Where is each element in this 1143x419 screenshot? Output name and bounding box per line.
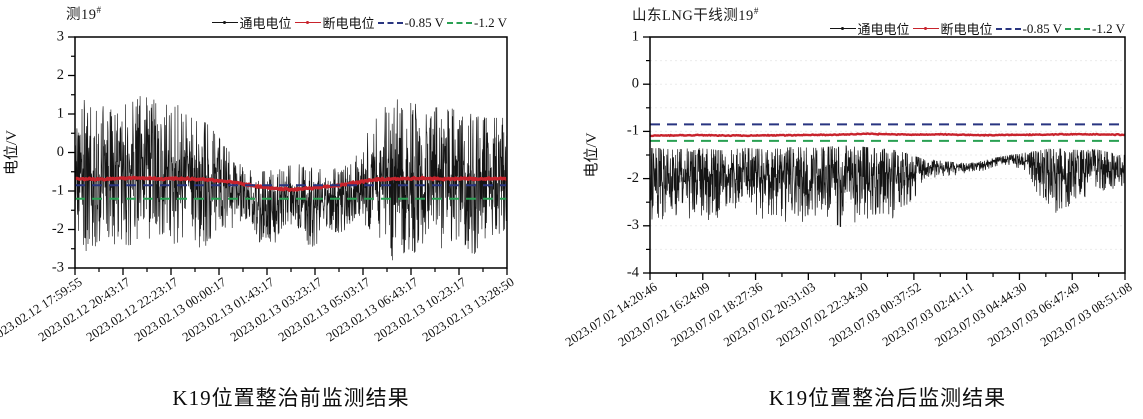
x-tick-label: 2023.07.03 00:37:52 bbox=[827, 280, 924, 350]
y-axis: 1 0 -1 -2 -3 -4 bbox=[627, 28, 650, 280]
plot-frame bbox=[649, 36, 1126, 274]
y-tick-label: 0 bbox=[632, 76, 639, 92]
chart-title-text: 山东LNG干线测19 bbox=[632, 8, 754, 24]
y-tick-label: 1 bbox=[632, 28, 639, 44]
line-dot-swatch-icon bbox=[211, 20, 238, 24]
dashed-line-swatch-icon bbox=[995, 27, 1021, 30]
x-tick-label: 2023.07.03 02:41:11 bbox=[880, 280, 976, 349]
y-tick-label: -1 bbox=[627, 123, 639, 139]
dashed-line-swatch-icon bbox=[1065, 27, 1091, 30]
legend-item-on-potential: 通电电位 bbox=[211, 13, 292, 32]
chart-panel-after: 山东LNG干线测19# 通电电位 断电电位 -0.85 V -1.2 V 1 0 -… bbox=[563, 0, 1143, 419]
chart-title-after: 山东LNG干线测19# bbox=[632, 4, 759, 25]
x-tick-label: 2023.07.02 20:31:03 bbox=[721, 280, 818, 350]
line-dot-swatch-icon bbox=[294, 20, 321, 24]
x-tick-label: 2023.02.13 05:03:17 bbox=[276, 274, 373, 344]
x-tick-label: 2023.02.12 22:23:17 bbox=[84, 274, 181, 344]
y-tick-label: -2 bbox=[627, 170, 639, 186]
chart-title-superscript: # bbox=[753, 6, 759, 17]
x-tick-label: 2023.07.02 18:27:36 bbox=[668, 279, 765, 349]
legend-item-off-potential: 断电电位 bbox=[294, 13, 375, 32]
line-dot-swatch-icon bbox=[912, 26, 939, 30]
x-tick-label: 2023.02.13 06:43:17 bbox=[324, 274, 421, 344]
chart-title-superscript: # bbox=[96, 5, 102, 16]
x-tick-label: 2023.07.02 22:34:30 bbox=[774, 280, 871, 350]
x-tick-label: 2023.02.13 00:00:17 bbox=[132, 274, 229, 344]
chart-caption-before: K19位置整治前监测结果 bbox=[172, 386, 410, 410]
y-tick-label: -3 bbox=[52, 259, 64, 275]
plot-frame bbox=[74, 36, 508, 269]
legend-label: -1.2 V bbox=[474, 14, 507, 30]
y-tick-label: -2 bbox=[52, 221, 64, 237]
x-tick-label: 2023.07.02 16:24:09 bbox=[616, 280, 713, 350]
y-tick-label: -3 bbox=[627, 217, 639, 233]
y-tick-label: 1 bbox=[57, 105, 64, 121]
x-tick-label: 2023.02.13 03:23:17 bbox=[228, 274, 325, 344]
legend-item-ref-085: -0.85 V bbox=[995, 20, 1063, 37]
y-tick-label: 3 bbox=[57, 28, 64, 44]
x-tick-label: 2023.02.12 17:59:55 bbox=[0, 275, 85, 345]
gridlines bbox=[650, 60, 1125, 250]
x-tick-label: 2023.07.02 14:20:46 bbox=[563, 279, 660, 349]
legend-after: 通电电位 断电电位 -0.85 V -1.2 V bbox=[829, 19, 1125, 38]
legend-label: -0.85 V bbox=[404, 14, 445, 30]
x-tick-label: 2023.02.13 13:28:50 bbox=[420, 275, 517, 345]
x-tick-label: 2023.02.13 10:23:17 bbox=[372, 274, 469, 344]
y-axis-title: 电位/V bbox=[3, 130, 20, 175]
y-axis-title: 电位/V bbox=[583, 132, 600, 177]
series-off-potential bbox=[74, 175, 508, 192]
chart-title-text: 测19 bbox=[66, 7, 97, 23]
legend-label: -1.2 V bbox=[1092, 20, 1125, 36]
legend-item-ref-12: -1.2 V bbox=[447, 15, 507, 31]
legend-label: 通电电位 bbox=[239, 16, 292, 31]
legend-item-on-potential: 通电电位 bbox=[829, 19, 910, 38]
series-off-potential bbox=[649, 132, 1126, 138]
x-tick-label: 2023.02.13 01:43:17 bbox=[180, 274, 277, 344]
y-tick-label: 2 bbox=[57, 67, 64, 83]
series-on-potential bbox=[649, 145, 1126, 228]
y-tick-label: 0 bbox=[57, 144, 64, 160]
line-dot-swatch-icon bbox=[829, 26, 856, 30]
chart-caption-after: K19位置整治后监测结果 bbox=[768, 386, 1007, 410]
chart-title-before: 测19# bbox=[66, 3, 102, 24]
legend-item-ref-085: -0.85 V bbox=[377, 14, 445, 31]
dashed-line-swatch-icon bbox=[377, 21, 403, 24]
legend-label: -0.85 V bbox=[1022, 20, 1063, 36]
y-tick-label: -1 bbox=[52, 182, 64, 198]
legend-item-ref-12: -1.2 V bbox=[1065, 21, 1125, 37]
x-tick-label: 2023.07.03 08:51:08 bbox=[1038, 280, 1135, 350]
x-tick-label: 2023.07.03 04:44:30 bbox=[932, 280, 1029, 350]
y-tick-label: -4 bbox=[627, 264, 640, 280]
chart-panel-before: 测19# 通电电位 断电电位 -0.85 V -1.2 V 3 2 1 0 -1 -2 -3… bbox=[0, 0, 570, 419]
x-tick-label: 2023.02.12 20:43:17 bbox=[36, 274, 133, 344]
legend-item-off-potential: 断电电位 bbox=[912, 19, 993, 38]
legend-label: 通电电位 bbox=[857, 22, 910, 37]
series-on-potential bbox=[74, 96, 508, 261]
legend-before: 通电电位 断电电位 -0.85 V -1.2 V bbox=[211, 13, 507, 32]
dashed-line-swatch-icon bbox=[447, 21, 473, 24]
y-axis: 3 2 1 0 -1 -2 -3 bbox=[52, 28, 75, 275]
x-tick-label: 2023.07.03 06:47:49 bbox=[985, 280, 1082, 350]
legend-label: 断电电位 bbox=[940, 22, 993, 37]
legend-label: 断电电位 bbox=[322, 16, 375, 31]
